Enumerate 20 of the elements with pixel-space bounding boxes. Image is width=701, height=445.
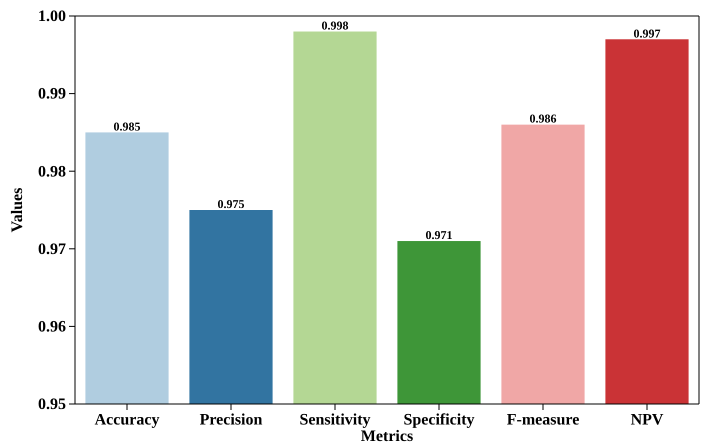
y-tick-label: 1.00 [38,8,66,26]
y-tick-label: 0.97 [38,240,66,258]
x-axis-title: Metrics [360,428,414,445]
data-label: 0.986 [530,112,556,126]
data-label: 0.998 [322,18,348,33]
y-tick-label: 0.95 [38,396,66,414]
y-axis-title: Values [9,188,26,232]
y-tick-label: 0.98 [38,163,66,180]
y-tick-label: 0.99 [38,86,66,103]
x-tick-label: Specificity [403,411,475,428]
x-tick-label: F-measure [506,411,580,428]
data-label: 0.975 [218,197,244,211]
x-tick-label: NPV [630,411,664,428]
data-label: 0.997 [634,26,660,40]
x-tick-label: Sensitivity [299,411,371,428]
y-tick-label: 0.96 [38,318,66,336]
x-tick-label: Precision [200,411,262,428]
data-label: 0.985 [114,119,140,134]
data-label: 0.971 [426,228,452,242]
x-tick-label: Accuracy [94,411,160,428]
